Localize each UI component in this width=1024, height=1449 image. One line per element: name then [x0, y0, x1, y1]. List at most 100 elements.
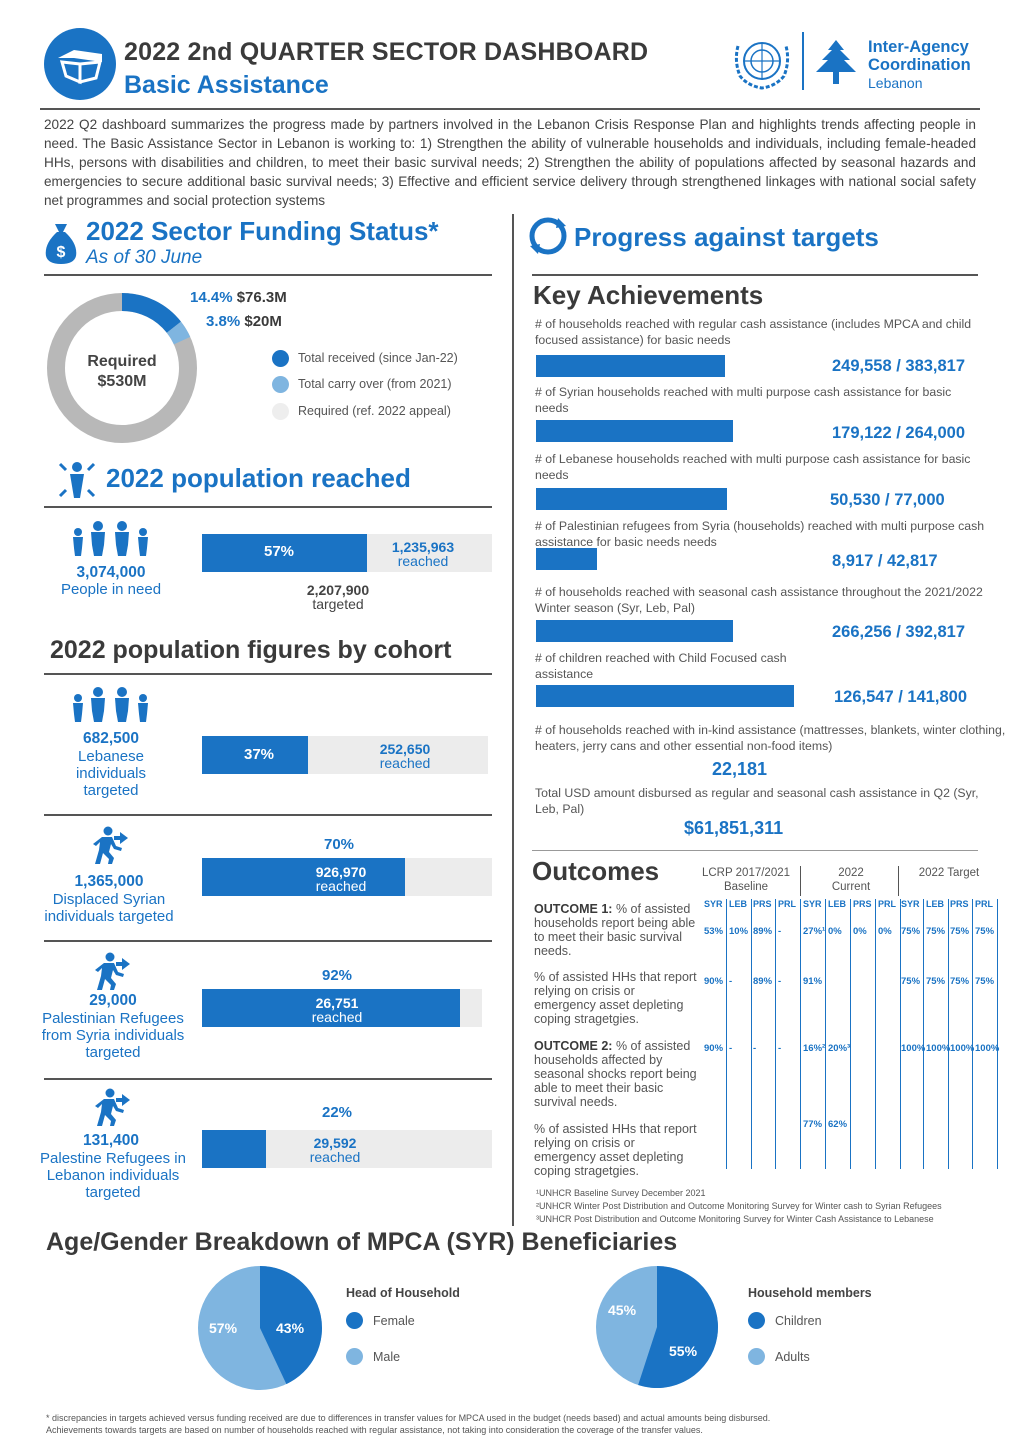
outcome-cell-0-current-3: 0%: [878, 926, 892, 937]
svg-text:$: $: [57, 244, 66, 261]
hh-children-dot: [748, 1312, 765, 1329]
runner-arrow-icon: [88, 826, 134, 866]
funding-received-label: 14.4% $76.3M: [190, 289, 287, 306]
ka-desc-0: # of households reached with regular cas…: [535, 317, 972, 347]
outcomes-subheader-baseline-3: PRL: [778, 899, 796, 909]
population-reached-text: reached: [397, 553, 449, 569]
cohort-lebanese-number: 682,500: [82, 730, 140, 747]
hh-pie-chart: [594, 1264, 720, 1390]
usd-value: $61,851,311: [684, 818, 784, 838]
population-reached-label: 1,235,963 reached: [380, 540, 466, 568]
outcome-note-2: ²UNHCR Winter Post Distribution and Outc…: [536, 1201, 942, 1211]
outcomes-col-baseline: LCRP 2017/2021 Baseline: [701, 867, 791, 893]
progress-rule: [532, 274, 978, 276]
key-achievements-title: Key Achievements: [533, 280, 764, 310]
hh-children-label: Children: [775, 1314, 822, 1328]
ka-desc-1: # of Syrian households reached with mult…: [535, 385, 952, 415]
outcome-cell-2-target-1: 100%: [926, 1043, 951, 1054]
outcome-cell-1-baseline-0: 90%: [704, 976, 724, 987]
cohort-syrian-bar-track: [202, 858, 492, 896]
un-emblem-icon: [730, 32, 794, 90]
ka-bar-2: [536, 488, 727, 510]
hh-adults-pct: 45%: [608, 1302, 637, 1318]
outcomes-column-line: [997, 899, 998, 1169]
outcomes-top-rule: [532, 850, 978, 851]
outcome-cell-2-baseline-3: -: [778, 1043, 782, 1054]
outcome-cell-2-target-3: 100%: [975, 1043, 1000, 1054]
intro-paragraph: 2022 Q2 dashboard summarizes the progres…: [44, 117, 976, 208]
outcome-row-2-text: OUTCOME 2: % of assisted households affe…: [534, 1039, 700, 1109]
ka-bar-4: [536, 620, 733, 642]
outcome-note-3: ³UNHCR Post Distribution and Outcome Mon…: [536, 1214, 934, 1224]
population-targeted-label: 2,207,900 targeted: [288, 583, 388, 611]
outcome-cell-0-baseline-3: -: [778, 926, 782, 937]
logo-line-1: Inter-Agency: [868, 38, 969, 56]
cohort-syrian-number: 1,365,000: [74, 873, 144, 890]
outcome-cell-1-baseline-2: 89%: [753, 976, 773, 987]
ka-desc-4: # of households reached with seasonal ca…: [535, 585, 983, 615]
outcomes-col-current: 2022 Current: [831, 867, 871, 893]
ka-val-4: 266,256 / 392,817: [832, 623, 966, 641]
outcome-row-3-text: % of assisted HHs that report relying on…: [534, 1122, 700, 1178]
outcomes-column-line: [726, 899, 727, 1169]
outcome-cell-0-baseline-0: 53%: [704, 926, 724, 937]
outcome-cell-1-current-0: 91%: [803, 976, 823, 987]
ka-bar-3: [536, 548, 597, 570]
outcome-cell-2-baseline-2: -: [753, 1043, 757, 1054]
outcome-cell-0-target-0: 75%: [901, 926, 921, 937]
page-title: 2022 2nd QUARTER SECTOR DASHBOARD: [124, 38, 649, 66]
outcome-note-1: ¹UNHCR Baseline Survey December 2021: [536, 1188, 706, 1198]
outcomes-col-target: 2022 Target: [918, 867, 980, 879]
usd-desc: Total USD amount disbursed as regular an…: [535, 786, 979, 816]
outcomes-subheader-baseline-0: SYR: [704, 899, 723, 909]
inkind-value: 22,181: [712, 759, 768, 779]
outcomes-header-divider-1: [800, 866, 801, 896]
outcomes-column-line: [775, 899, 776, 1169]
cohort-rule: [44, 673, 492, 675]
hoh-male-pct: 57%: [209, 1320, 238, 1336]
cohort-title: 2022 population figures by cohort: [50, 636, 452, 664]
outcome-cell-2-baseline-0: 90%: [704, 1043, 724, 1054]
people-group-icon: [70, 518, 152, 558]
population-bar-fill: [202, 534, 368, 572]
age-gender-title: Age/Gender Breakdown of MPCA (SYR) Benef…: [46, 1228, 678, 1256]
outcome-row-0-bold: OUTCOME 1:: [534, 902, 613, 916]
cohort-prl-reached: 29,592 reached: [292, 1136, 378, 1164]
outcomes-subheader-target-3: PRL: [975, 899, 993, 909]
cohort-prl-pct: 22%: [322, 1104, 353, 1121]
outcomes-title: Outcomes: [532, 856, 660, 886]
ka-desc-2: # of Lebanese households reached with mu…: [535, 452, 971, 482]
outcomes-column-line: [751, 899, 752, 1169]
hh-children-pct: 55%: [669, 1343, 698, 1359]
cohort-prs-bar-fill: [202, 989, 460, 1027]
footer-note-1: * discrepancies in targets achieved vers…: [46, 1413, 771, 1423]
cohort-prl-number: 131,400: [82, 1132, 140, 1149]
cohort-prl-bar-fill: [202, 1130, 266, 1168]
outcome-row-2-body: % of assisted households affected by sea…: [534, 1039, 697, 1109]
outcomes-header-divider-2: [898, 866, 899, 896]
outcome-cell-1-baseline-1: -: [729, 976, 733, 987]
ka-bar-1: [536, 420, 733, 442]
outcomes-column-line: [923, 899, 924, 1169]
outcomes-subheader-target-1: LEB: [926, 899, 944, 909]
funding-received-pct: 14.4%: [190, 289, 233, 306]
outcomes-subheader-current-3: PRL: [878, 899, 896, 909]
hoh-female-slice: [260, 1266, 322, 1385]
legend-carry-label: Total carry over (from 2021): [298, 377, 452, 391]
outcome-row-0-text: OUTCOME 1: % of assisted households repo…: [534, 902, 700, 958]
logo-line-3: Lebanon: [868, 75, 923, 91]
outcomes-column-line: [800, 899, 801, 1169]
funding-rule: [44, 274, 492, 276]
hh-title: Household members: [748, 1286, 872, 1300]
cohort-separator-3: [44, 1078, 492, 1080]
outcomes-column-line: [850, 899, 851, 1169]
outcomes-subheader-current-1: LEB: [828, 899, 846, 909]
cohort-separator-1: [44, 814, 492, 816]
legend-received-dot: [272, 350, 289, 367]
outcome-cell-2-current-0: 16%²: [803, 1043, 826, 1054]
cohort-prs-pct: 92%: [322, 967, 353, 984]
funding-asof: As of 30 June: [86, 247, 203, 268]
legend-received-label: Total received (since Jan-22): [298, 351, 458, 365]
population-targeted-num: 2,207,900: [306, 582, 370, 598]
ka-bar-0: [536, 355, 725, 377]
